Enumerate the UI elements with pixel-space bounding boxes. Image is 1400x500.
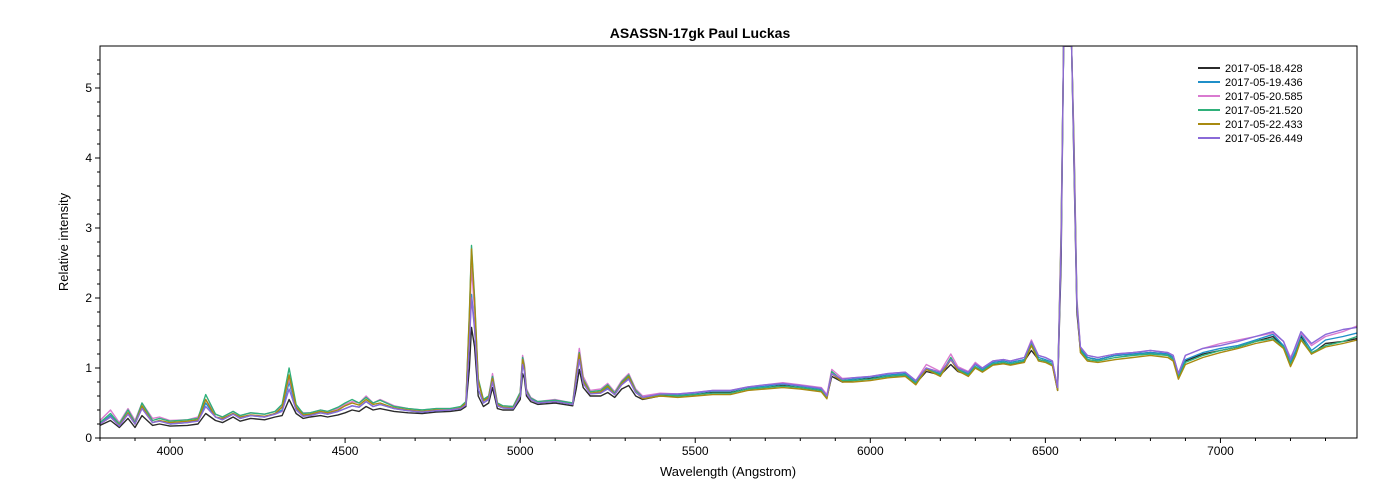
legend-label: 2017-05-22.433 (1225, 119, 1303, 131)
y-tick-label: 2 (85, 291, 92, 305)
legend-label: 2017-05-21.520 (1225, 105, 1303, 117)
x-tick-label: 5000 (507, 444, 534, 458)
y-tick-label: 0 (85, 431, 92, 445)
plot-area (100, 46, 1357, 429)
series-line-4 (100, 46, 1357, 425)
legend-label: 2017-05-20.585 (1225, 91, 1303, 103)
y-tick-label: 3 (85, 221, 92, 235)
legend: 2017-05-18.428 2017-05-19.436 2017-05-20.5… (1198, 63, 1303, 145)
x-tick-label: 5500 (682, 444, 709, 458)
x-tick-label: 6000 (857, 444, 884, 458)
series-line-3 (100, 46, 1357, 424)
x-tick-label: 6500 (1032, 444, 1059, 458)
legend-label: 2017-05-26.449 (1225, 133, 1303, 145)
legend-label: 2017-05-18.428 (1225, 63, 1303, 75)
series-line-6 (100, 46, 1357, 427)
legend-label: 2017-05-19.436 (1225, 77, 1303, 89)
x-axis-label: Wavelength (Angstrom) (660, 464, 796, 479)
chart-title: ASASSN-17gk Paul Luckas (610, 25, 791, 41)
y-axis-label: Relative intensity (56, 192, 71, 291)
y-tick-label: 1 (85, 361, 92, 375)
y-tick-label: 5 (85, 81, 92, 95)
x-axis: 4000 4500 5000 5500 6000 6500 7000 (99, 438, 1326, 458)
x-tick-label: 4000 (157, 444, 184, 458)
x-tick-label: 7000 (1207, 444, 1234, 458)
x-tick-label: 4500 (332, 444, 359, 458)
y-tick-label: 4 (85, 151, 92, 165)
y-axis: 0 1 2 3 4 5 (85, 59, 100, 445)
